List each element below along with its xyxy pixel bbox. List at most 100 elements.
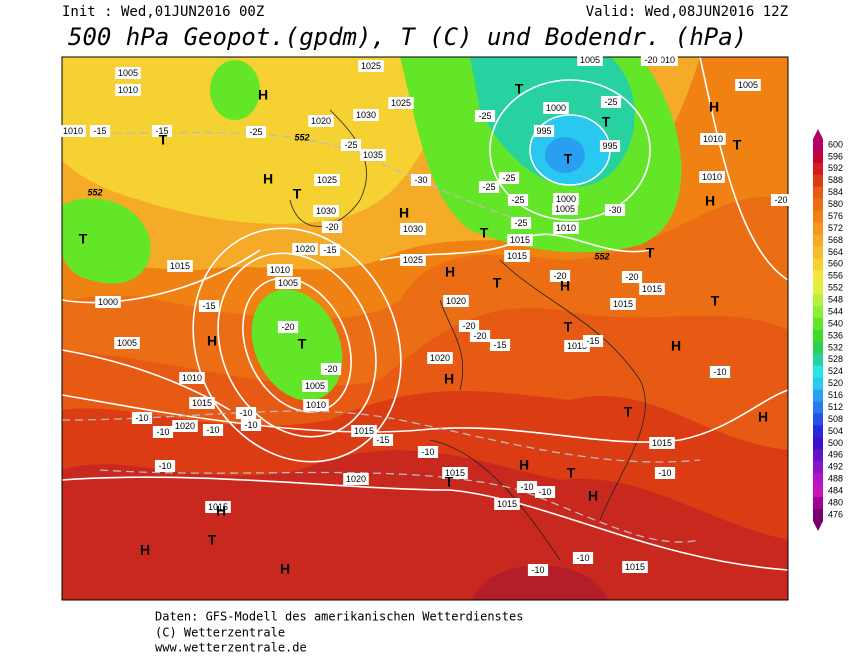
temperature-label: -20	[473, 331, 486, 341]
pressure-label: 1010	[306, 400, 326, 410]
temperature-label-box	[372, 434, 394, 446]
legend-label: 540	[828, 318, 843, 328]
legend-label: 556	[828, 271, 843, 281]
pressure-system: T	[564, 319, 573, 335]
pressure-label: 995	[536, 126, 551, 136]
legend-swatch	[813, 210, 823, 224]
temperature-label-box	[410, 174, 432, 186]
footer-line: www.wetterzentrale.de	[155, 641, 307, 655]
legend-swatch	[813, 485, 823, 498]
temperature-label-box	[469, 330, 491, 342]
pressure-system: T	[293, 186, 302, 202]
legend-swatch	[813, 365, 823, 379]
pressure-label: 1010	[702, 172, 722, 182]
pressure-label-box	[275, 277, 301, 289]
temperature-label-box	[498, 172, 520, 184]
pressure-label: 1015	[445, 468, 465, 478]
pressure-label: 1030	[316, 206, 336, 216]
pressure-label-box	[60, 125, 86, 137]
temperature-label-box	[319, 244, 341, 256]
pressure-label: 1030	[403, 224, 423, 234]
pressure-label: 1000	[556, 194, 576, 204]
pressure-label-box	[552, 203, 578, 215]
temperature-label-box	[478, 181, 500, 193]
temperature-label-box	[240, 419, 262, 431]
pressure-label-box	[699, 171, 725, 183]
pressure-label: 1005	[555, 204, 575, 214]
pressure-label-box	[205, 501, 231, 513]
pressure-label: 1030	[356, 110, 376, 120]
temperature-label: -30	[608, 205, 621, 215]
legend-label: 500	[828, 438, 843, 448]
pressure-label-box	[313, 205, 339, 217]
pressure-label: 1020	[446, 296, 466, 306]
pressure-label: 1005	[305, 381, 325, 391]
pressure-label: 1020	[295, 244, 315, 254]
temperature-label-box	[527, 564, 549, 576]
legend-label: 572	[828, 223, 843, 233]
pressure-system: H	[399, 205, 409, 221]
legend-label: 532	[828, 342, 843, 352]
legend-label: 588	[828, 175, 843, 185]
pressure-label-box	[302, 380, 328, 392]
pressure-label-box	[599, 140, 621, 152]
temperature-label-box	[709, 366, 731, 378]
legend-swatch	[813, 461, 823, 474]
pressure-label: 1015	[642, 284, 662, 294]
legend-swatch	[813, 306, 823, 319]
temperature-label: -10	[135, 413, 148, 423]
pressure-system: T	[208, 532, 217, 548]
pressure-label-box	[114, 337, 140, 349]
legend-swatch	[813, 425, 823, 438]
pressure-system: T	[564, 151, 573, 167]
pressure-label-box	[610, 298, 636, 310]
pressure-system: T	[79, 231, 88, 247]
legend-label: 596	[828, 151, 843, 161]
pressure-system: H	[758, 409, 768, 425]
pressure-system: H	[588, 488, 598, 504]
legend-swatch	[813, 234, 823, 247]
map-field	[62, 57, 788, 600]
temperature-label-box	[277, 321, 299, 333]
pressure-system: H	[445, 264, 455, 280]
legend-label: 544	[828, 306, 843, 316]
pressure-label: 1010	[655, 55, 675, 65]
temperature-label: -15	[376, 435, 389, 445]
pressure-system: H	[560, 278, 570, 294]
pressure-label: 1015	[510, 235, 530, 245]
legend-swatch	[813, 353, 823, 367]
pressure-label: 1025	[403, 255, 423, 265]
pressure-label: 1020	[430, 353, 450, 363]
pressure-label-box	[343, 473, 369, 485]
height-label: 552	[87, 187, 102, 197]
temperature-label-box	[321, 221, 343, 233]
pressure-label-box	[622, 561, 648, 573]
temperature-label: -10	[576, 553, 589, 563]
temperature-label: -20	[325, 222, 338, 232]
temperature-label: -20	[644, 55, 657, 65]
pressure-system: H	[709, 99, 719, 115]
footer-line: (C) Wetterzentrale	[155, 626, 285, 640]
temperature-label-box	[458, 320, 480, 332]
pressure-label: 995	[602, 141, 617, 151]
temperature-label-box	[235, 407, 257, 419]
pressure-label-box	[735, 79, 761, 91]
pressure-label-box	[189, 397, 215, 409]
pressure-label: 1020	[175, 421, 195, 431]
pressure-label-box	[543, 102, 569, 114]
legend-label: 504	[828, 426, 843, 436]
temperature-label-box	[320, 363, 342, 375]
pressure-label: 1005	[117, 338, 137, 348]
legend-label: 524	[828, 366, 843, 376]
temperature-label: -10	[658, 468, 671, 478]
temperature-label-box	[340, 139, 362, 151]
legend-label: 516	[828, 390, 843, 400]
pressure-system: H	[671, 338, 681, 354]
pressure-system: T	[711, 293, 720, 309]
pressure-label-box	[314, 174, 340, 186]
pressure-label: 1010	[182, 373, 202, 383]
temperature-label: -20	[462, 321, 475, 331]
temperature-label: -15	[93, 126, 106, 136]
pressure-label: 1015	[354, 426, 374, 436]
pressure-system: T	[646, 245, 655, 261]
